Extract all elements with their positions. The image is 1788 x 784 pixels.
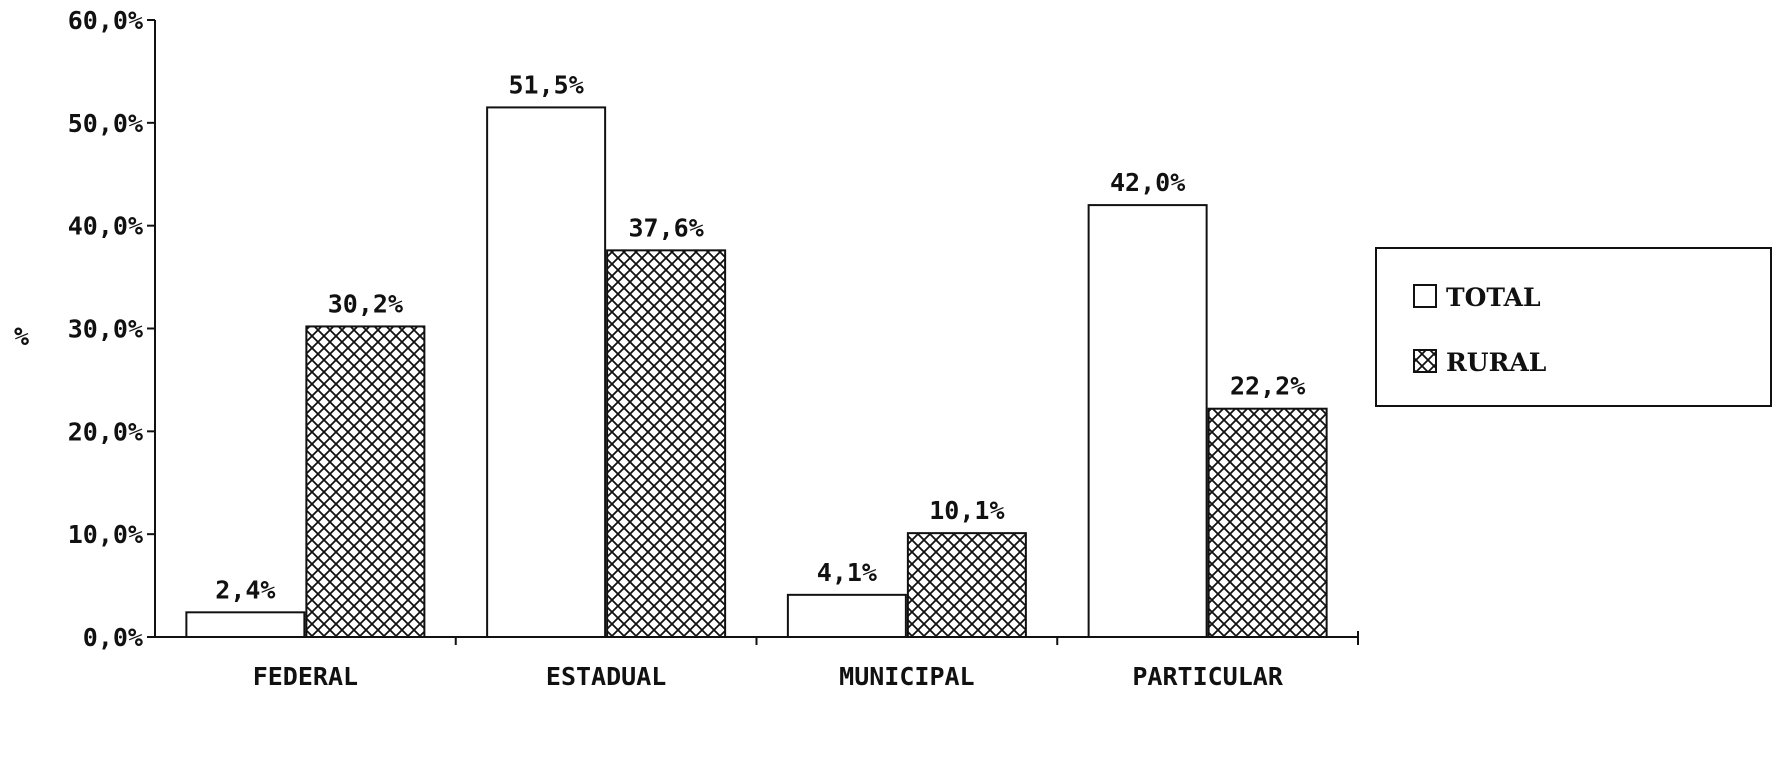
bar-total-federal [185,611,306,639]
data-label-rural: 30,2% [328,289,403,318]
bar-rural-particular [1207,407,1328,638]
data-label-rural: 22,2% [1230,372,1305,401]
x-category-label: PARTICULAR [1132,662,1283,691]
y-axis-label: % [14,322,29,351]
data-label-total: 2,4% [215,575,275,604]
bar-total-particular [1087,204,1208,638]
y-tick-label: 40,0% [68,212,143,241]
bar-rural-municipal [906,532,1027,638]
y-tick-label: 60,0% [68,6,143,35]
bar-rural-estadual [606,249,727,638]
data-label-total: 42,0% [1110,168,1185,197]
plot-area: 0,0% 10,0% 20,0% 30,0% 40,0% 50,0% 60,0% FEDERA… [68,6,1359,691]
x-category-label: MUNICIPAL [839,662,974,691]
y-tick-label: 20,0% [68,417,143,446]
y-tick-label: 30,0% [68,315,143,344]
legend-label-rural: RURAL [1446,348,1547,377]
legend-swatch-rural [1413,349,1437,373]
data-label-rural: 10,1% [929,496,1004,525]
bar-total-estadual [486,106,607,639]
data-label-total: 51,5% [508,70,583,99]
y-tick-label: 0,0% [83,623,143,652]
legend: TOTAL RURAL [1375,247,1772,407]
y-tick-label: 50,0% [68,109,143,138]
legend-box [1375,247,1772,407]
bar-total-municipal [786,593,907,638]
legend-swatch-total [1413,284,1437,308]
bar-rural-federal [305,325,426,638]
y-tick-label: 10,0% [68,520,143,549]
legend-label-total: TOTAL [1446,283,1541,312]
x-category-label: ESTADUAL [546,662,666,691]
x-category-label: FEDERAL [253,662,358,691]
data-label-rural: 37,6% [628,213,703,242]
data-label-total: 4,1% [817,558,877,587]
